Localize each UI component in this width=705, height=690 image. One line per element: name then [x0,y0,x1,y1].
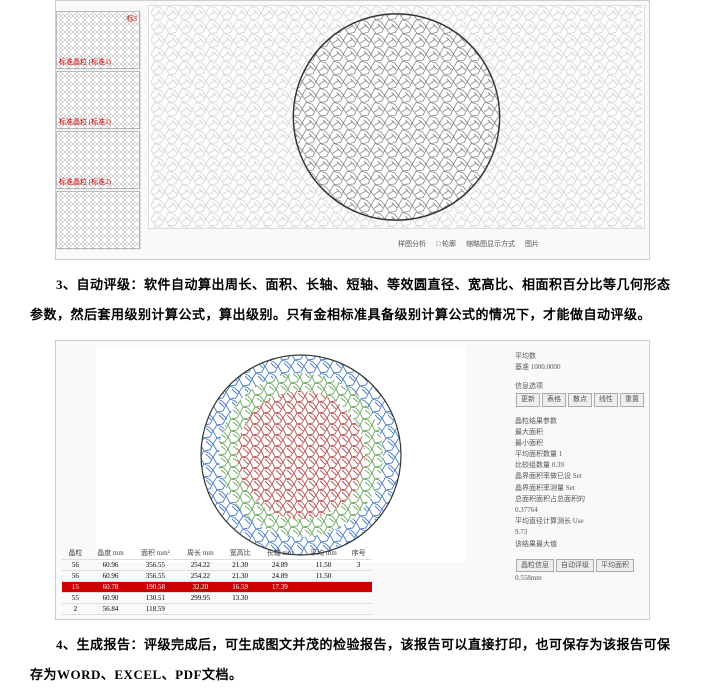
table-header: 晶度 mm [89,547,133,560]
bottom-label: 样图分析 [398,239,426,249]
table-row[interactable]: 5560.90130.51299.9513.30 [62,592,372,603]
bottom-label: 缩略图显示方式 [466,239,515,249]
table-header: 晶粒 [62,547,89,560]
bottom-value: 0.558mm [515,574,542,582]
thumbnail-strip: 标3 标准晶粒 (标准1) 标准晶粒 (标准1) 标准晶粒 (标准2) [56,11,144,249]
thumb-label: 标准晶粒 (标准1) [59,117,111,127]
stat-line: 比较组数量 0.39 [515,460,645,471]
stat-line: 平均直径计算测长 Use [515,516,645,527]
thumb-mark: 标3 [127,14,138,24]
side-button[interactable]: 晶粒信息 [516,559,554,572]
side-button[interactable]: 表格 [542,393,566,406]
side-button[interactable]: 重置 [620,393,644,406]
thumbnail[interactable]: 标3 标准晶粒 (标准1) [56,11,140,69]
stat-line: 最小面积 [515,438,645,449]
stat-line: 平均面积数量 1 [515,449,645,460]
screenshot-grain-edit: 标3 标准晶粒 (标准1) 标准晶粒 (标准1) 标准晶粒 (标准2) [55,0,650,260]
side-label: 平均数 [515,351,645,362]
paragraph-report: 4、生成报告：评级完成后，可生成图文并茂的检验报告，该报告可以直接打印，也可保存… [30,630,675,690]
side-button[interactable]: 自动评级 [556,559,594,572]
main-canvas[interactable] [148,5,645,229]
side-button[interactable]: 更新 [516,393,540,406]
bottom-label: □ 轮廓 [436,239,456,249]
side-button[interactable]: 线性 [594,393,618,406]
table-header: 宽高比 [222,547,258,560]
thumb-label: 标准晶粒 (标准2) [59,177,111,187]
thumb-label: 标准晶粒 (标准1) [59,57,111,67]
result-canvas[interactable] [96,347,466,562]
bottom-label: 图片 [525,239,539,249]
side-title: 晶粒结果参数 [515,416,645,427]
stat-line: 0.37764 [515,505,645,516]
table-header: 长轴 mm [258,547,302,560]
side-button[interactable]: 平均面积 [596,559,634,572]
table-row[interactable]: 5660.96356.55254.2221.3024.8911.503 [62,559,372,570]
stat-line: 晶界面积率测量 Set [515,483,645,494]
stat-line: 该结果最大值 [515,539,645,550]
side-panel: 平均数 基准 1000.0000 信息选项 更新表格散点线性重置 晶粒结果参数 … [515,351,645,592]
table-header: 平均 mm [302,547,346,560]
stat-line: 晶界面积率做已设 Set [515,471,645,482]
screenshot-grain-result: 晶粒晶度 mm面积 mm²周长 mm宽高比长轴 mm平均 mm序号 5660.9… [55,340,650,620]
stat-line: 9.73 [515,527,645,538]
table-header: 周长 mm [179,547,223,560]
paragraph-auto-grade: 3、自动评级：软件自动算出周长、面积、长轴、短轴、等效圆直径、宽高比、相面积百分… [30,270,675,330]
thumbnail[interactable]: 标准晶粒 (标准2) [56,131,140,189]
side-label: 基准 1000.0000 [515,362,645,373]
side-title: 信息选项 [515,381,645,392]
stat-line: 最大面积 [515,427,645,438]
thumbnail[interactable]: 标准晶粒 (标准1) [56,71,140,129]
table-row[interactable]: 256.84118.59 [62,603,372,614]
side-button[interactable]: 散点 [568,393,592,406]
stat-line: 总面积面积占总面积的 [515,494,645,505]
table-row[interactable]: 5660.96356.55254.2221.3024.8911.50 [62,570,372,581]
thumbnail[interactable] [56,191,140,249]
result-table: 晶粒晶度 mm面积 mm²周长 mm宽高比长轴 mm平均 mm序号 5660.9… [62,547,372,615]
table-header: 面积 mm² [132,547,178,560]
table-row[interactable]: 1560.78190.5832.2016.5917.39 [62,581,372,592]
bottom-panel: 样图分析 □ 轮廓 缩略图显示方式 图片 [148,231,645,257]
table-header: 序号 [345,547,372,560]
